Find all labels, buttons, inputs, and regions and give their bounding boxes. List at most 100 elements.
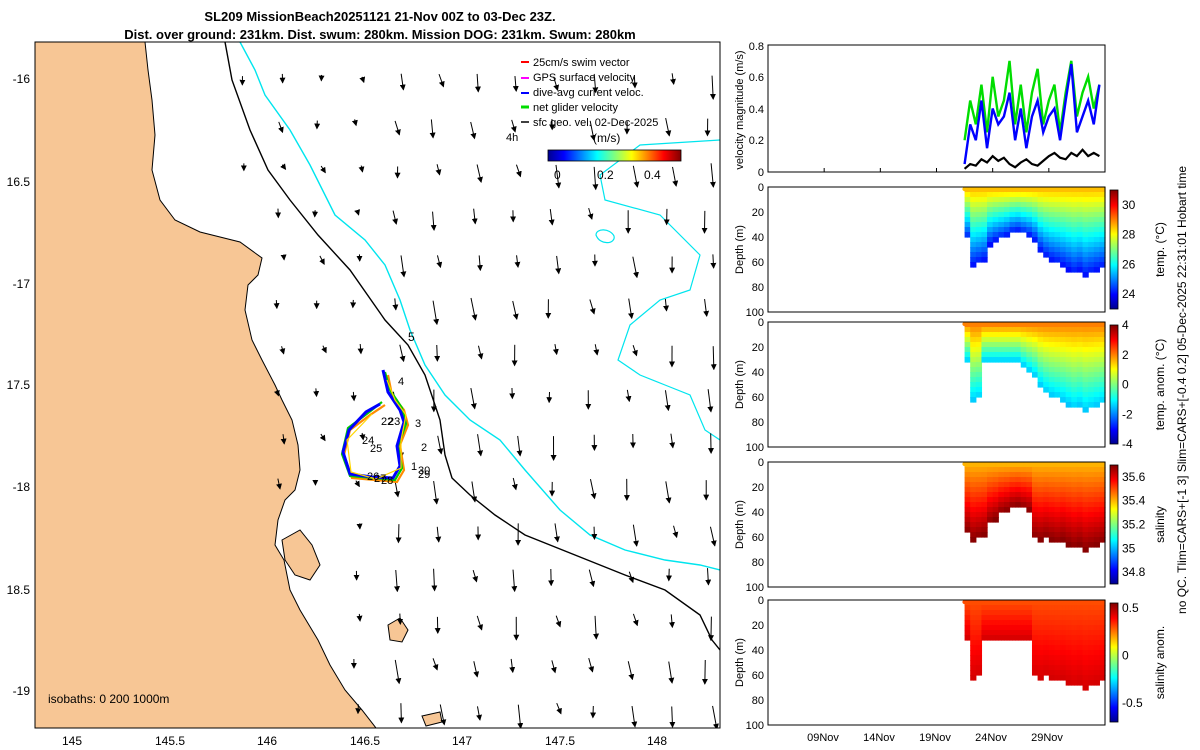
- section-cell: [1006, 482, 1011, 488]
- section-cell: [975, 625, 980, 631]
- section-cell: [1040, 327, 1044, 333]
- section-cell: [964, 605, 968, 611]
- section-cell: [1040, 207, 1044, 213]
- section-cell: [1099, 387, 1103, 393]
- section-cell: [1029, 217, 1033, 223]
- section-cell: [1048, 392, 1053, 398]
- section-cell: [967, 605, 971, 611]
- section-cell: [981, 472, 985, 478]
- section-cell: [1062, 605, 1067, 611]
- velocity-arrow: [280, 254, 287, 261]
- section-cell: [1026, 352, 1030, 358]
- section-cell: [989, 327, 994, 333]
- section-cell: [1015, 352, 1019, 358]
- velocity-arrow: [511, 569, 518, 593]
- section-cell: [978, 247, 983, 253]
- section-cell: [1001, 232, 1005, 238]
- section-cell: [970, 527, 974, 533]
- velocity-arrow: [400, 255, 407, 278]
- section-cell: [1076, 620, 1081, 626]
- section-cell: [970, 342, 974, 348]
- velocity-arrow: [510, 119, 517, 133]
- section-cell: [1093, 397, 1098, 403]
- section-cell: [964, 332, 968, 338]
- section-cell: [1090, 472, 1095, 478]
- section-cell: [1062, 222, 1067, 228]
- section-cell: [1093, 327, 1098, 333]
- section-cell: [1026, 502, 1030, 508]
- section-cell: [1096, 237, 1100, 243]
- section-cell: [1062, 620, 1067, 626]
- section-cell: [1093, 332, 1098, 338]
- section-cell: [998, 332, 1002, 338]
- section-cell: [1034, 472, 1039, 478]
- section-cell: [1040, 605, 1044, 611]
- surface-dot: [1074, 599, 1080, 605]
- section-cell: [1054, 337, 1058, 343]
- section-cell: [1079, 655, 1084, 661]
- surface-dot: [1024, 599, 1029, 605]
- surface-dot: [1001, 321, 1007, 327]
- section-cell: [1065, 257, 1070, 263]
- velocity-arrow: [429, 119, 436, 139]
- section-cell: [970, 192, 974, 198]
- section-cell: [1037, 202, 1042, 208]
- section-cell: [1065, 605, 1070, 611]
- section-cell: [1082, 665, 1086, 671]
- section-cell: [1074, 620, 1078, 626]
- section-cell: [1048, 655, 1053, 661]
- surface-dot: [1007, 461, 1012, 467]
- section-cell: [1082, 207, 1086, 213]
- section-cell: [1043, 482, 1047, 488]
- section-cell: [1046, 467, 1050, 473]
- section-cell: [970, 327, 974, 333]
- surface-dot: [979, 599, 984, 605]
- section-cell: [1062, 537, 1067, 543]
- section-cell: [973, 242, 977, 248]
- section-cell: [1085, 532, 1089, 538]
- section-cell: [1068, 327, 1072, 333]
- section-cell: [1057, 665, 1061, 671]
- section-cell: [1079, 257, 1084, 263]
- section-cell: [1068, 247, 1072, 253]
- section-cell: [975, 352, 980, 358]
- section-cell: [1017, 625, 1022, 631]
- section-cell: [1079, 532, 1084, 538]
- section-cell: [1071, 502, 1075, 508]
- section-cell: [1102, 392, 1106, 398]
- section-cell: [1099, 605, 1103, 611]
- section-cell: [1029, 492, 1033, 498]
- section-cell: [973, 640, 977, 646]
- section-cell: [970, 207, 974, 213]
- section-cell: [1076, 402, 1081, 408]
- section-cell: [1009, 635, 1013, 641]
- section-cell: [1048, 635, 1053, 641]
- section-cell: [998, 620, 1002, 626]
- section-cell: [1051, 247, 1056, 253]
- section-cell: [1088, 512, 1092, 518]
- section-cell: [1079, 472, 1084, 478]
- section-cell: [1074, 392, 1078, 398]
- section-cell: [1093, 527, 1098, 533]
- section-cell: [1076, 487, 1081, 493]
- section-cell: [1102, 222, 1106, 228]
- section-cell: [1006, 487, 1011, 493]
- section-cell: [1085, 197, 1089, 203]
- section-cell: [973, 522, 977, 528]
- velocity-arrow: [432, 658, 439, 671]
- section-cell: [1102, 635, 1106, 641]
- section-cell: [1029, 327, 1033, 333]
- section-cell: [1048, 327, 1053, 333]
- section-cell: [1048, 665, 1053, 671]
- section-cell: [1099, 665, 1103, 671]
- section-cell: [1034, 192, 1039, 198]
- section-cell: [1043, 217, 1047, 223]
- section-cell: [1054, 192, 1058, 198]
- section-cell: [964, 192, 968, 198]
- section-cell: [1040, 512, 1044, 518]
- section-cell: [987, 467, 991, 473]
- section-cell: [1068, 512, 1072, 518]
- section-cell: [1037, 327, 1042, 333]
- section-cell: [1037, 347, 1042, 353]
- section-cell: [1023, 332, 1027, 338]
